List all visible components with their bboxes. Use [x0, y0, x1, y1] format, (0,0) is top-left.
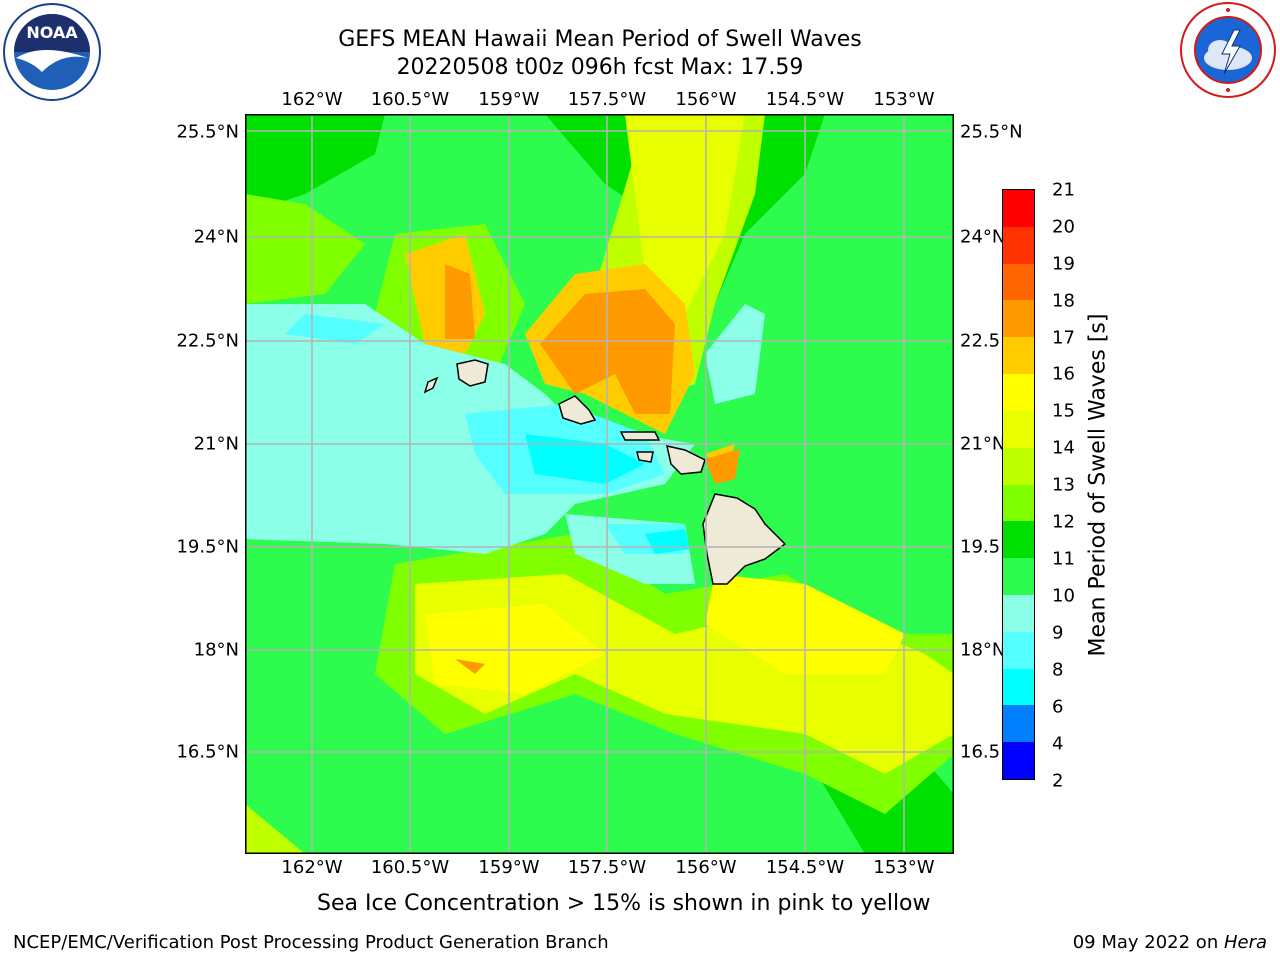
- colorbar: [1002, 189, 1035, 780]
- island-lanai: [636, 451, 654, 463]
- lon-label-bottom: 157.5°W: [567, 857, 647, 878]
- colorbar-segment: [1003, 263, 1034, 301]
- sea-ice-note: Sea Ice Concentration > 15% is shown in …: [317, 891, 931, 916]
- noaa-logo: NOAA: [2, 2, 102, 102]
- lat-label-left: 18°N: [193, 639, 239, 661]
- colorbar-segment: [1003, 668, 1034, 706]
- lat-label-right: 19.5: [960, 536, 1001, 558]
- colorbar-segment: [1003, 447, 1034, 485]
- colorbar-tick: 20: [1052, 216, 1075, 238]
- colorbar-segment: [1003, 594, 1034, 632]
- swell-period-map: [245, 114, 954, 854]
- colorbar-tick: 9: [1052, 622, 1064, 644]
- field-17-18s: [445, 264, 475, 339]
- lat-label-left: 22.5°N: [176, 330, 239, 352]
- colorbar-segment: [1003, 226, 1034, 264]
- colorbar-tick: 19: [1052, 253, 1075, 275]
- host-name: Hera: [1223, 932, 1267, 953]
- field-12-13s: [245, 194, 365, 304]
- island-molokai: [619, 431, 661, 441]
- nws-emblem-icon: [1180, 2, 1276, 98]
- colorbar-tick: 10: [1052, 585, 1075, 607]
- lon-label-bottom: 159°W: [478, 857, 540, 878]
- lat-label-right: 25.5°N: [960, 121, 1023, 143]
- lon-label-bottom: 162°W: [281, 857, 343, 878]
- credit-text: NCEP/EMC/Verification Post Processing Pr…: [13, 932, 609, 953]
- colorbar-tick: 16: [1052, 363, 1075, 385]
- islands: [423, 359, 787, 585]
- lat-label-right: 16.5: [960, 741, 1001, 763]
- field-11-12s: [245, 114, 385, 214]
- chart-title: GEFS MEAN Hawaii Mean Period of Swell Wa…: [338, 27, 862, 52]
- lon-label-bottom: 153°W: [873, 857, 935, 878]
- colorbar-segment: [1003, 337, 1034, 375]
- lat-label-right: 18°N: [960, 639, 1006, 661]
- colorbar-label: Mean Period of Swell Waves [s]: [1085, 313, 1111, 657]
- colorbar-tick: 21: [1052, 179, 1075, 201]
- lon-label-bottom: 154.5°W: [765, 857, 845, 878]
- lon-label-top: 153°W: [873, 89, 935, 110]
- lat-label-left: 21°N: [193, 433, 239, 455]
- lon-label-top: 162°W: [281, 89, 343, 110]
- field-17-18s: [705, 449, 740, 484]
- lat-label-left: 19.5°N: [176, 536, 239, 558]
- lon-label-top: 154.5°W: [765, 89, 845, 110]
- lat-label-right: 22.5: [960, 330, 1001, 352]
- colorbar-tick: 13: [1052, 474, 1075, 496]
- colorbar-tick: 6: [1052, 696, 1064, 718]
- run-date-text: 09 May 2022 on: [1072, 932, 1224, 953]
- noaa-emblem-icon: NOAA: [3, 3, 101, 101]
- colorbar-tick: 18: [1052, 290, 1075, 312]
- graticule: [245, 114, 954, 854]
- colorbar-segment: [1003, 190, 1034, 227]
- lat-label-right: 24°N: [960, 226, 1006, 248]
- colorbar-segment: [1003, 631, 1034, 669]
- lon-label-top: 160.5°W: [370, 89, 450, 110]
- colorbar-tick: 8: [1052, 659, 1064, 681]
- field-14-15s: [625, 114, 745, 314]
- island-kauai: [456, 359, 489, 387]
- noaa-logo-text: NOAA: [26, 23, 78, 42]
- lon-label-top: 157.5°W: [567, 89, 647, 110]
- field-13-14s: [245, 804, 305, 854]
- colorbar-tick: 17: [1052, 327, 1075, 349]
- lat-label-left: 16.5°N: [176, 741, 239, 763]
- lon-label-top: 159°W: [478, 89, 540, 110]
- colorbar-tick: 14: [1052, 437, 1075, 459]
- run-date: 09 May 2022 on Hera: [1073, 932, 1267, 953]
- colorbar-tick: 11: [1052, 548, 1075, 570]
- field-15-16s: [425, 604, 605, 694]
- colorbar-segment: [1003, 300, 1034, 338]
- lon-label-bottom: 156°W: [675, 857, 737, 878]
- island-oahu: [558, 395, 597, 425]
- map-canvas: [245, 114, 954, 854]
- colorbar-segment: [1003, 705, 1034, 743]
- colorbar-segment: [1003, 742, 1034, 779]
- island-niihau: [423, 376, 439, 394]
- colorbar-tick: 12: [1052, 511, 1075, 533]
- colorbar-segment: [1003, 558, 1034, 595]
- colorbar-segment: [1003, 410, 1034, 448]
- lon-label-bottom: 160.5°W: [370, 857, 450, 878]
- lat-label-left: 25.5°N: [176, 121, 239, 143]
- chart-subtitle: 20220508 t00z 096h fcst Max: 17.59: [396, 55, 804, 80]
- nws-logo: [1178, 0, 1278, 100]
- map-frame: [245, 114, 954, 854]
- colorbar-tick: 2: [1052, 770, 1064, 792]
- field-6-8s: [525, 434, 645, 484]
- lon-label-top: 156°W: [675, 89, 737, 110]
- island-maui: [666, 445, 706, 475]
- lat-label-left: 24°N: [193, 226, 239, 248]
- lat-label-right: 21°N: [960, 433, 1006, 455]
- colorbar-segment: [1003, 521, 1034, 559]
- field-8-9s: [285, 314, 385, 344]
- colorbar-tick: 15: [1052, 400, 1075, 422]
- colorbar-segment: [1003, 374, 1034, 411]
- field-9-10s: [705, 304, 765, 404]
- colorbar-segment: [1003, 484, 1034, 522]
- colorbar-tick: 4: [1052, 733, 1064, 755]
- field-17-18s: [455, 659, 485, 674]
